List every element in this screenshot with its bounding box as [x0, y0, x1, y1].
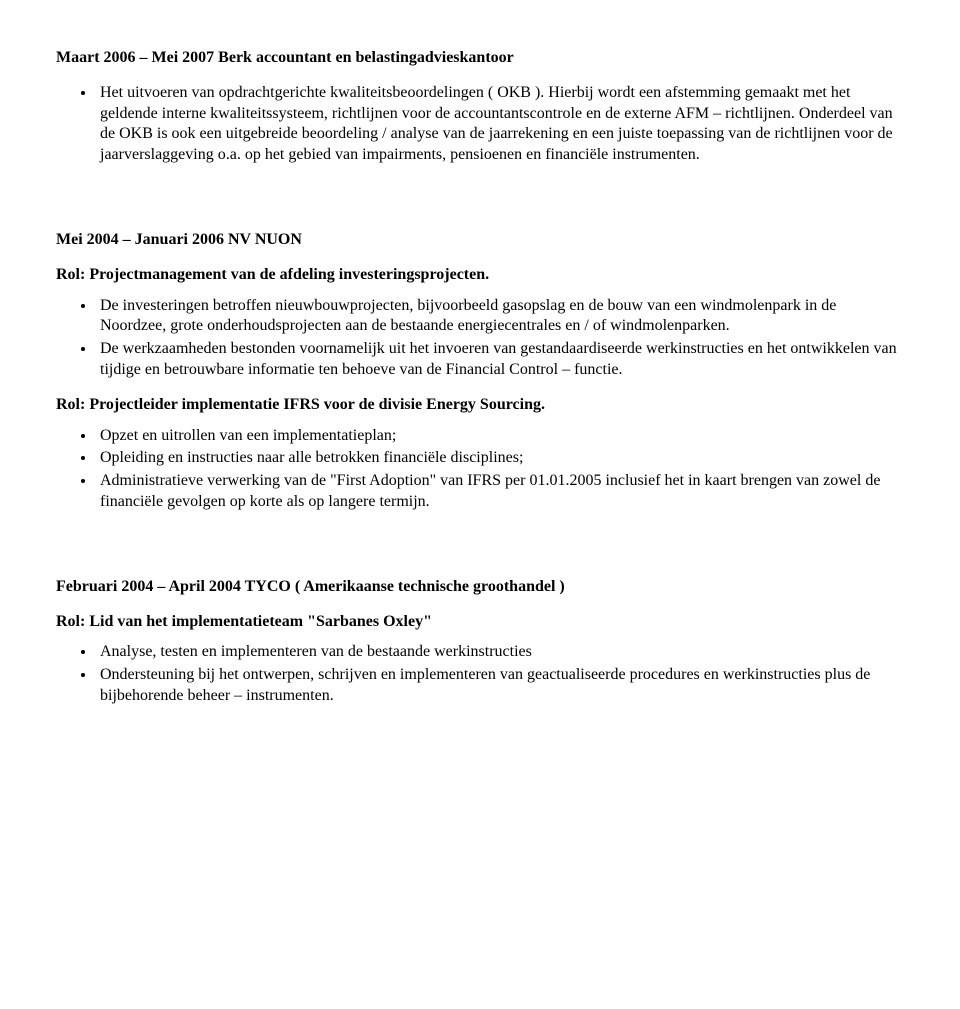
list-item: Het uitvoeren van opdrachtgerichte kwali…	[96, 83, 904, 166]
role-heading: Rol: Projectleider implementatie IFRS vo…	[56, 395, 904, 416]
role-heading: Rol: Lid van het implementatieteam "Sarb…	[56, 612, 904, 633]
spacer	[56, 521, 904, 549]
list-item: Opleiding en instructies naar alle betro…	[96, 448, 904, 469]
role-heading: Rol: Projectmanagement van de afdeling i…	[56, 265, 904, 286]
spacer	[56, 174, 904, 202]
bullet-list: Het uitvoeren van opdrachtgerichte kwali…	[56, 83, 904, 166]
list-item: Administratieve verwerking van de "First…	[96, 471, 904, 513]
section-heading: Februari 2004 – April 2004 TYCO ( Amerik…	[56, 577, 904, 598]
list-item: Analyse, testen en implementeren van de …	[96, 642, 904, 663]
list-item: Opzet en uitrollen van een implementatie…	[96, 426, 904, 447]
list-item: De investeringen betroffen nieuwbouwproj…	[96, 296, 904, 338]
section-heading: Maart 2006 – Mei 2007 Berk accountant en…	[56, 48, 904, 69]
bullet-list: De investeringen betroffen nieuwbouwproj…	[56, 296, 904, 381]
list-item: De werkzaamheden bestonden voornamelijk …	[96, 339, 904, 381]
list-item: Ondersteuning bij het ontwerpen, schrijv…	[96, 665, 904, 707]
section-heading: Mei 2004 – Januari 2006 NV NUON	[56, 230, 904, 251]
bullet-list: Opzet en uitrollen van een implementatie…	[56, 426, 904, 513]
bullet-list: Analyse, testen en implementeren van de …	[56, 642, 904, 706]
